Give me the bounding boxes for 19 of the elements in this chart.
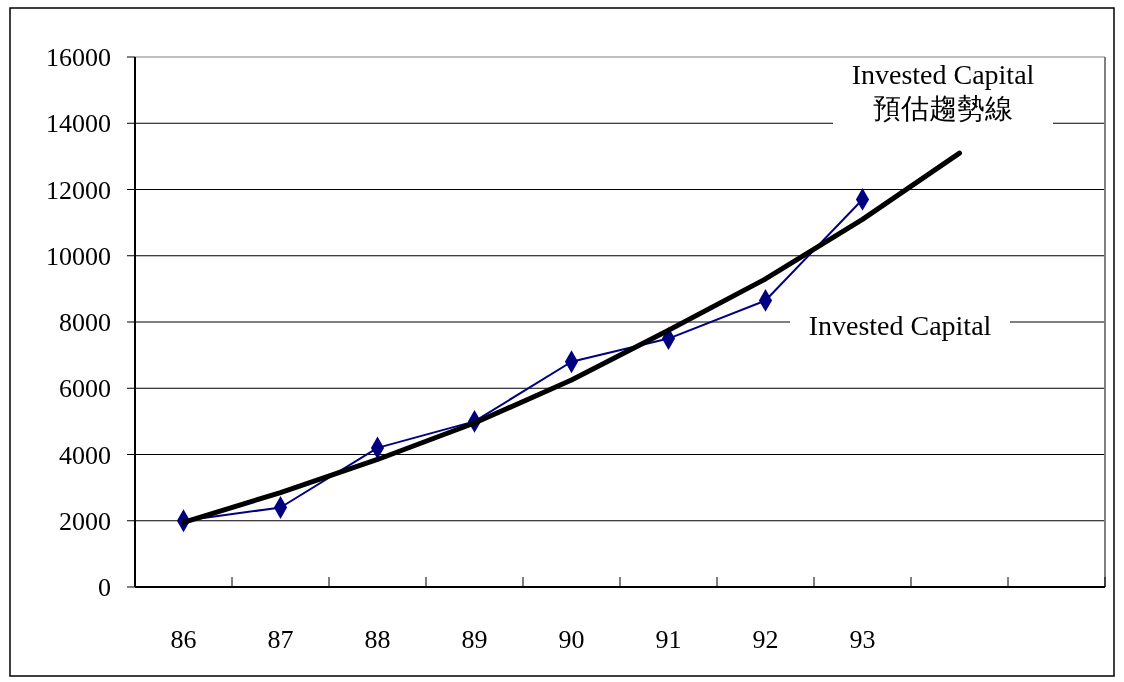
x-tick-label: 89 — [461, 625, 488, 654]
y-tick-label: 4000 — [59, 440, 111, 470]
x-tick-label: 90 — [558, 625, 585, 654]
y-tick-label: 2000 — [59, 506, 111, 536]
x-tick-label: 88 — [364, 625, 391, 654]
y-tick-label: 0 — [98, 573, 111, 603]
x-tick-label: 91 — [655, 625, 682, 654]
y-tick-label: 16000 — [46, 43, 111, 73]
y-tick-label: 8000 — [59, 308, 111, 338]
series-label: Invested Capital — [808, 310, 992, 341]
x-tick-label: 86 — [170, 625, 197, 654]
y-tick-label: 12000 — [46, 175, 111, 205]
y-tick-label: 14000 — [46, 109, 111, 139]
y-tick-label: 6000 — [59, 374, 111, 404]
x-tick-label: 87 — [267, 625, 294, 654]
y-tick-label: 10000 — [46, 241, 111, 271]
text: Invested Capital 預估趨勢線 — [851, 59, 1035, 124]
x-tick-label: 92 — [752, 625, 779, 654]
x-tick-label: 93 — [849, 625, 876, 654]
